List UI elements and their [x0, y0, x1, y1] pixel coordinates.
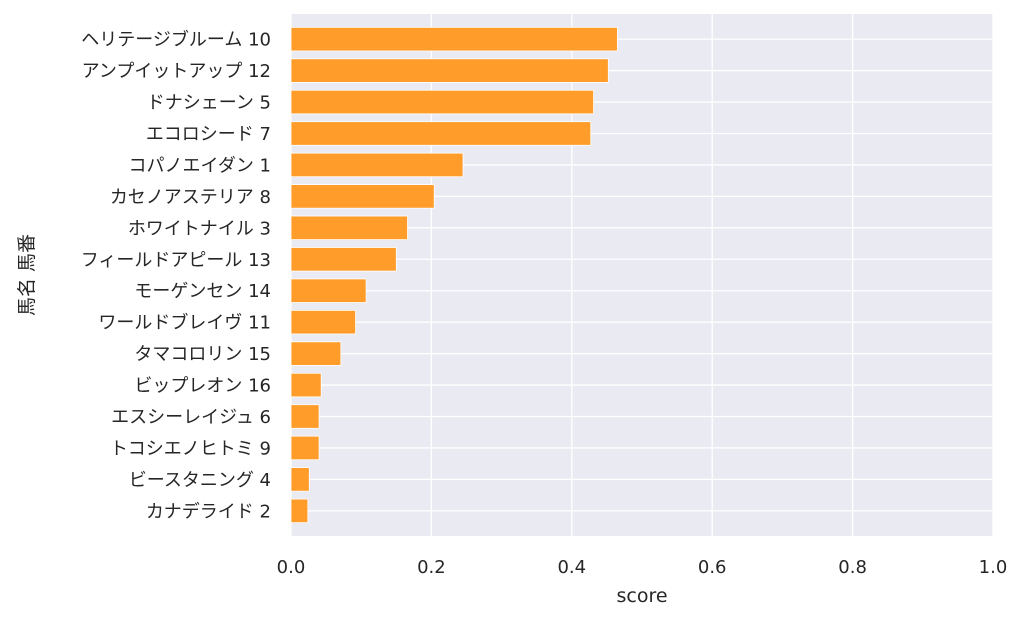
y-tick-label: ヘリテージブルーム 10 — [81, 29, 271, 51]
x-axis-label: score — [616, 585, 667, 607]
bar — [290, 435, 320, 461]
x-tick-labels: 0.0 0.2 0.4 0.6 0.8 1.0 — [277, 557, 1008, 578]
y-tick-label: ワールドブレイヴ 11 — [98, 312, 271, 334]
y-tick-label: フィールドアピール 13 — [81, 250, 271, 271]
bar — [290, 152, 464, 178]
y-tick-label: ビースタニング 4 — [129, 470, 271, 491]
bar — [290, 58, 609, 83]
y-tick-label: ドナシェーン 5 — [147, 93, 271, 114]
bars — [290, 26, 618, 524]
y-tick-label: タマコロリン 15 — [134, 344, 271, 365]
y-tick-labels: ヘリテージブルーム 10 アンプイットアップ 12 ドナシェーン 5 エコロシード 7… — [81, 29, 271, 523]
y-tick-label: エコロシード 7 — [146, 124, 271, 145]
bar — [290, 89, 594, 115]
x-tick-label: 0.4 — [557, 557, 586, 578]
x-tick-label: 0.8 — [838, 557, 867, 578]
x-tick-label: 0.6 — [698, 557, 727, 578]
x-tick-label: 1.0 — [979, 557, 1008, 578]
y-tick-label: モーゲンセン 14 — [134, 281, 271, 302]
y-tick-label: トコシエノヒトミ 9 — [110, 438, 271, 459]
bar — [290, 467, 310, 492]
bar — [290, 309, 356, 335]
bar — [290, 404, 320, 429]
bar — [290, 372, 322, 398]
bar — [290, 121, 592, 146]
bar — [290, 247, 397, 272]
bar — [290, 26, 618, 52]
y-tick-label: ホワイトナイル 3 — [128, 218, 271, 239]
y-tick-label: コパノエイダン 1 — [129, 155, 271, 176]
y-tick-label: カナデライド 2 — [146, 501, 271, 522]
bar — [290, 278, 367, 303]
y-tick-label: ビップレオン 16 — [134, 376, 271, 397]
bar — [290, 215, 408, 241]
y-tick-label: アンプイットアップ 12 — [82, 61, 271, 82]
y-tick-label: カセノアステリア 8 — [110, 187, 271, 208]
bar — [290, 184, 435, 209]
bar — [290, 498, 309, 524]
y-tick-label: エスシーレイジュ 6 — [111, 407, 271, 428]
x-tick-label: 0.2 — [417, 557, 446, 578]
y-axis-label: 馬名 馬番 — [16, 234, 38, 316]
x-tick-label: 0.0 — [277, 557, 306, 578]
bar — [290, 341, 342, 366]
